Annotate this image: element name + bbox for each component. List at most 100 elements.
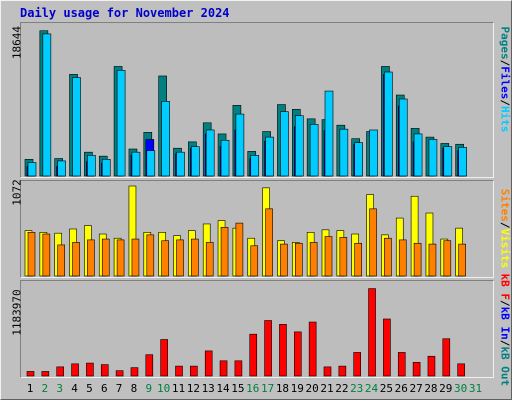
- bar-hits-27: [413, 133, 423, 177]
- bar-kb-f-7: [115, 370, 124, 377]
- day-label-9: 9: [145, 382, 152, 395]
- bar-kb-f-3: [56, 366, 65, 377]
- day-label-17: 17: [261, 382, 274, 395]
- bar-kb-f-23: [353, 352, 362, 377]
- day-label-19: 19: [291, 382, 304, 395]
- bar-hits-14: [220, 139, 230, 177]
- day-label-31: 31: [469, 382, 482, 395]
- bar-sites-26: [398, 239, 407, 277]
- bar-hits-29: [443, 146, 453, 177]
- bar-hits-26: [398, 98, 408, 177]
- bar-hits-16: [250, 155, 260, 177]
- bar-kb-f-14: [219, 360, 228, 377]
- bar-sites-25: [384, 237, 392, 277]
- bar-kb-f-1: [26, 371, 35, 377]
- chart-title: Daily usage for November 2024: [20, 6, 230, 20]
- bar-kb-f-5: [86, 362, 94, 377]
- day-label-16: 16: [246, 382, 259, 395]
- bar-kb-f-21: [323, 366, 332, 377]
- bar-kb-f-18: [279, 324, 287, 377]
- bar-hits-13: [205, 129, 215, 177]
- bar-sites-17: [265, 208, 273, 277]
- bar-sites-12: [191, 238, 199, 277]
- day-label-30: 30: [454, 382, 467, 395]
- day-label-8: 8: [131, 382, 138, 395]
- bar-hits-25: [384, 71, 393, 177]
- bar-kb-f-9: [145, 354, 154, 377]
- day-label-18: 18: [276, 382, 289, 395]
- bar-sites-4: [72, 242, 80, 277]
- bar-kb-f-19: [293, 331, 302, 377]
- bar-kb-f-16: [249, 333, 258, 377]
- day-label-25: 25: [380, 382, 393, 395]
- day-label-3: 3: [56, 382, 63, 395]
- day-label-14: 14: [216, 382, 230, 395]
- bar-sites-21: [324, 236, 333, 277]
- bar-hits-15: [235, 113, 245, 177]
- bar-hits-18: [280, 111, 289, 177]
- bar-kb-f-20: [308, 321, 317, 377]
- bar-hits-3: [57, 160, 67, 177]
- bar-hits-4: [72, 77, 81, 177]
- bar-hits-19: [294, 115, 304, 177]
- bar-hits-21: [324, 90, 334, 177]
- bar-hits-12: [191, 146, 200, 177]
- bar-sites-1: [27, 232, 36, 277]
- day-label-29: 29: [439, 382, 452, 395]
- bar-sites-3: [57, 244, 66, 277]
- bar-kb-f-28: [427, 355, 436, 377]
- bar-sites-28: [428, 243, 437, 277]
- day-label-6: 6: [101, 382, 108, 395]
- bar-sites-9: [146, 234, 155, 277]
- bar-sites-18: [280, 243, 288, 277]
- bar-hits-17: [265, 136, 274, 177]
- bar-hits-20: [309, 124, 319, 177]
- bar-sites-8: [131, 238, 140, 277]
- bar-sites-10: [161, 240, 169, 277]
- day-label-26: 26: [395, 382, 408, 395]
- bar-sites-6: [101, 238, 110, 277]
- day-label-20: 20: [306, 382, 319, 395]
- bar-kb-f-24: [368, 288, 376, 377]
- bar-kb-f-11: [175, 365, 183, 377]
- day-label-24: 24: [365, 382, 379, 395]
- day-label-27: 27: [409, 382, 422, 395]
- bar-kb-f-30: [457, 363, 465, 377]
- bar-hits-30: [458, 147, 467, 177]
- bar-hits-23: [354, 142, 364, 177]
- bar-kb-f-10: [160, 339, 168, 377]
- bar-sites-7: [116, 239, 125, 277]
- bar-kb-f-2: [41, 371, 50, 377]
- bar-sites-14: [220, 227, 229, 277]
- bar-sites-22: [339, 237, 348, 277]
- bar-hits-6: [101, 159, 111, 177]
- day-label-2: 2: [42, 382, 49, 395]
- bar-sites-16: [250, 245, 259, 277]
- bar-kb-f-6: [100, 364, 109, 377]
- bar-hits-9: [146, 150, 156, 177]
- bar-sites-23: [354, 242, 363, 277]
- bar-hits-2: [42, 33, 52, 177]
- day-label-12: 12: [187, 382, 200, 395]
- bar-hits-10: [161, 101, 170, 177]
- day-label-13: 13: [202, 382, 215, 395]
- bar-kb-f-4: [71, 363, 79, 377]
- bar-sites-27: [413, 242, 422, 277]
- day-label-1: 1: [27, 382, 34, 395]
- day-label-23: 23: [350, 382, 363, 395]
- bar-sites-13: [205, 242, 214, 277]
- bar-sites-11: [176, 239, 184, 277]
- bar-kb-f-12: [190, 365, 198, 377]
- bar-sites-20: [309, 242, 318, 277]
- bar-sites-30: [458, 243, 466, 277]
- bar-hits-22: [339, 128, 349, 177]
- bar-kb-f-27: [412, 362, 421, 377]
- day-label-7: 7: [116, 382, 123, 395]
- bar-kb-f-26: [397, 352, 406, 377]
- bar-hits-5: [87, 155, 96, 177]
- bar-hits-28: [428, 139, 438, 177]
- bar-hits-8: [131, 151, 141, 177]
- day-label-5: 5: [86, 382, 93, 395]
- bar-kb-f-29: [442, 338, 451, 377]
